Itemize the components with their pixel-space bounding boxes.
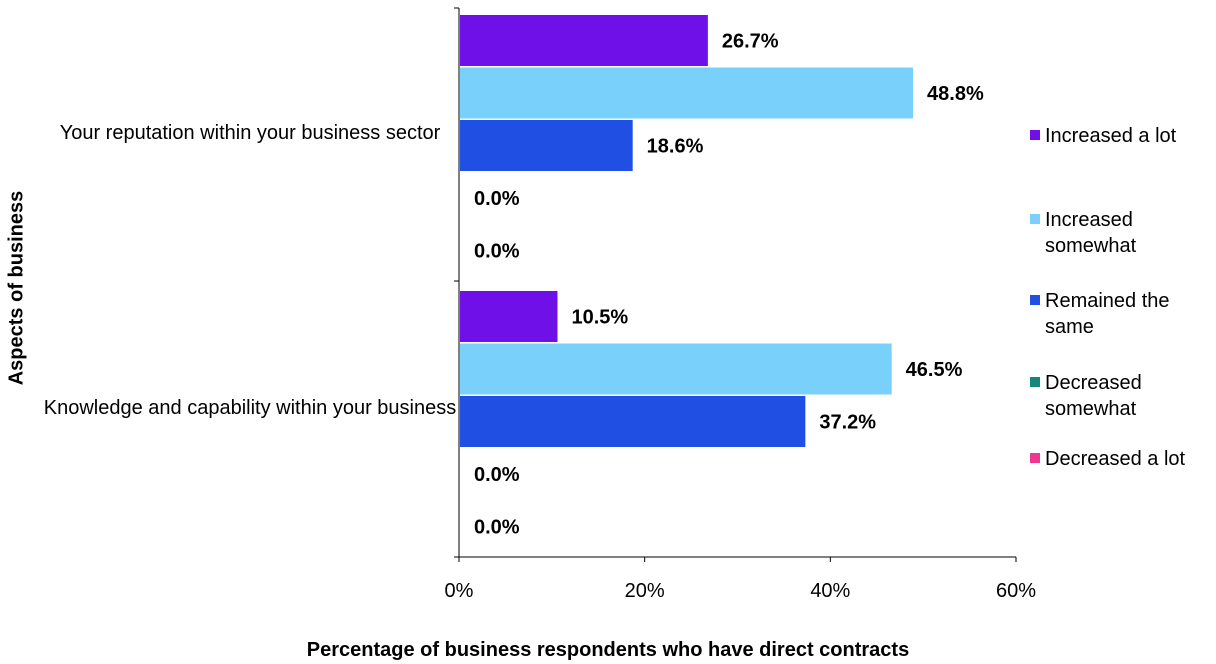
category-label-reputation: Your reputation within your business sec… xyxy=(59,122,441,144)
data-label-3-cat-1: 18.6% xyxy=(647,136,704,158)
legend-label: Increased somewhat xyxy=(1045,209,1137,257)
bar-3-cat-2 xyxy=(460,396,806,447)
x-axis-title: Percentage of business respondents who h… xyxy=(306,639,910,661)
legend-item-decreased-somewhat: Decreased somewhat xyxy=(1030,370,1213,422)
legend-swatch xyxy=(1030,453,1040,463)
y-axis-title: Aspects of business xyxy=(5,190,28,386)
legend-label: Increased a lot xyxy=(1045,125,1177,147)
data-label-3-cat-2: 37.2% xyxy=(819,412,876,434)
bar-3-cat-1 xyxy=(460,120,633,171)
bars-layer xyxy=(460,15,914,447)
data-label-1-cat-1: 26.7% xyxy=(722,31,779,53)
data-label-4-cat-2: 0.0% xyxy=(474,464,520,486)
legend-label: Remained the same xyxy=(1045,290,1170,338)
data-label-2-cat-1: 48.8% xyxy=(927,83,984,105)
legend-swatch xyxy=(1030,130,1040,140)
data-label-1-cat-2: 10.5% xyxy=(571,307,628,329)
data-label-5-cat-2: 0.0% xyxy=(474,517,520,539)
legend-swatch xyxy=(1030,377,1040,387)
legend-item-increased-a-lot: Increased a lot xyxy=(1030,123,1213,149)
legend-swatch xyxy=(1030,214,1040,224)
data-label-5-cat-1: 0.0% xyxy=(474,241,520,263)
bar-1-cat-2 xyxy=(460,291,558,342)
legend-item-remained-the-same: Remained the same xyxy=(1030,288,1213,340)
data-labels-layer: 26.7% 48.8% 18.6% 0.0% 0.0% 10.5% 46.5% 37.2% 0.… xyxy=(474,31,984,539)
legend-item-increased-somewhat: Increased somewhat xyxy=(1030,207,1213,259)
category-label-knowledge: Knowledge and capability within your bus… xyxy=(43,397,457,419)
x-tick-label-2: 20% xyxy=(625,580,665,602)
axes: 0% 20% 40% 60% xyxy=(445,7,1036,602)
x-tick-label-3: 40% xyxy=(810,580,850,602)
legend-label: Decreased a lot xyxy=(1045,448,1186,470)
legend-item-decreased-a-lot: Decreased a lot xyxy=(1030,446,1213,472)
data-label-4-cat-1: 0.0% xyxy=(474,188,520,210)
legend-swatch xyxy=(1030,295,1040,305)
x-tick-label-4: 60% xyxy=(996,580,1036,602)
bar-2-cat-2 xyxy=(460,343,892,395)
x-tick-label-1: 0% xyxy=(445,580,474,602)
bar-2-cat-1 xyxy=(460,67,914,119)
bar-1-cat-1 xyxy=(460,15,708,66)
data-label-2-cat-2: 46.5% xyxy=(906,359,963,381)
legend-label: Decreased somewhat xyxy=(1045,372,1142,420)
